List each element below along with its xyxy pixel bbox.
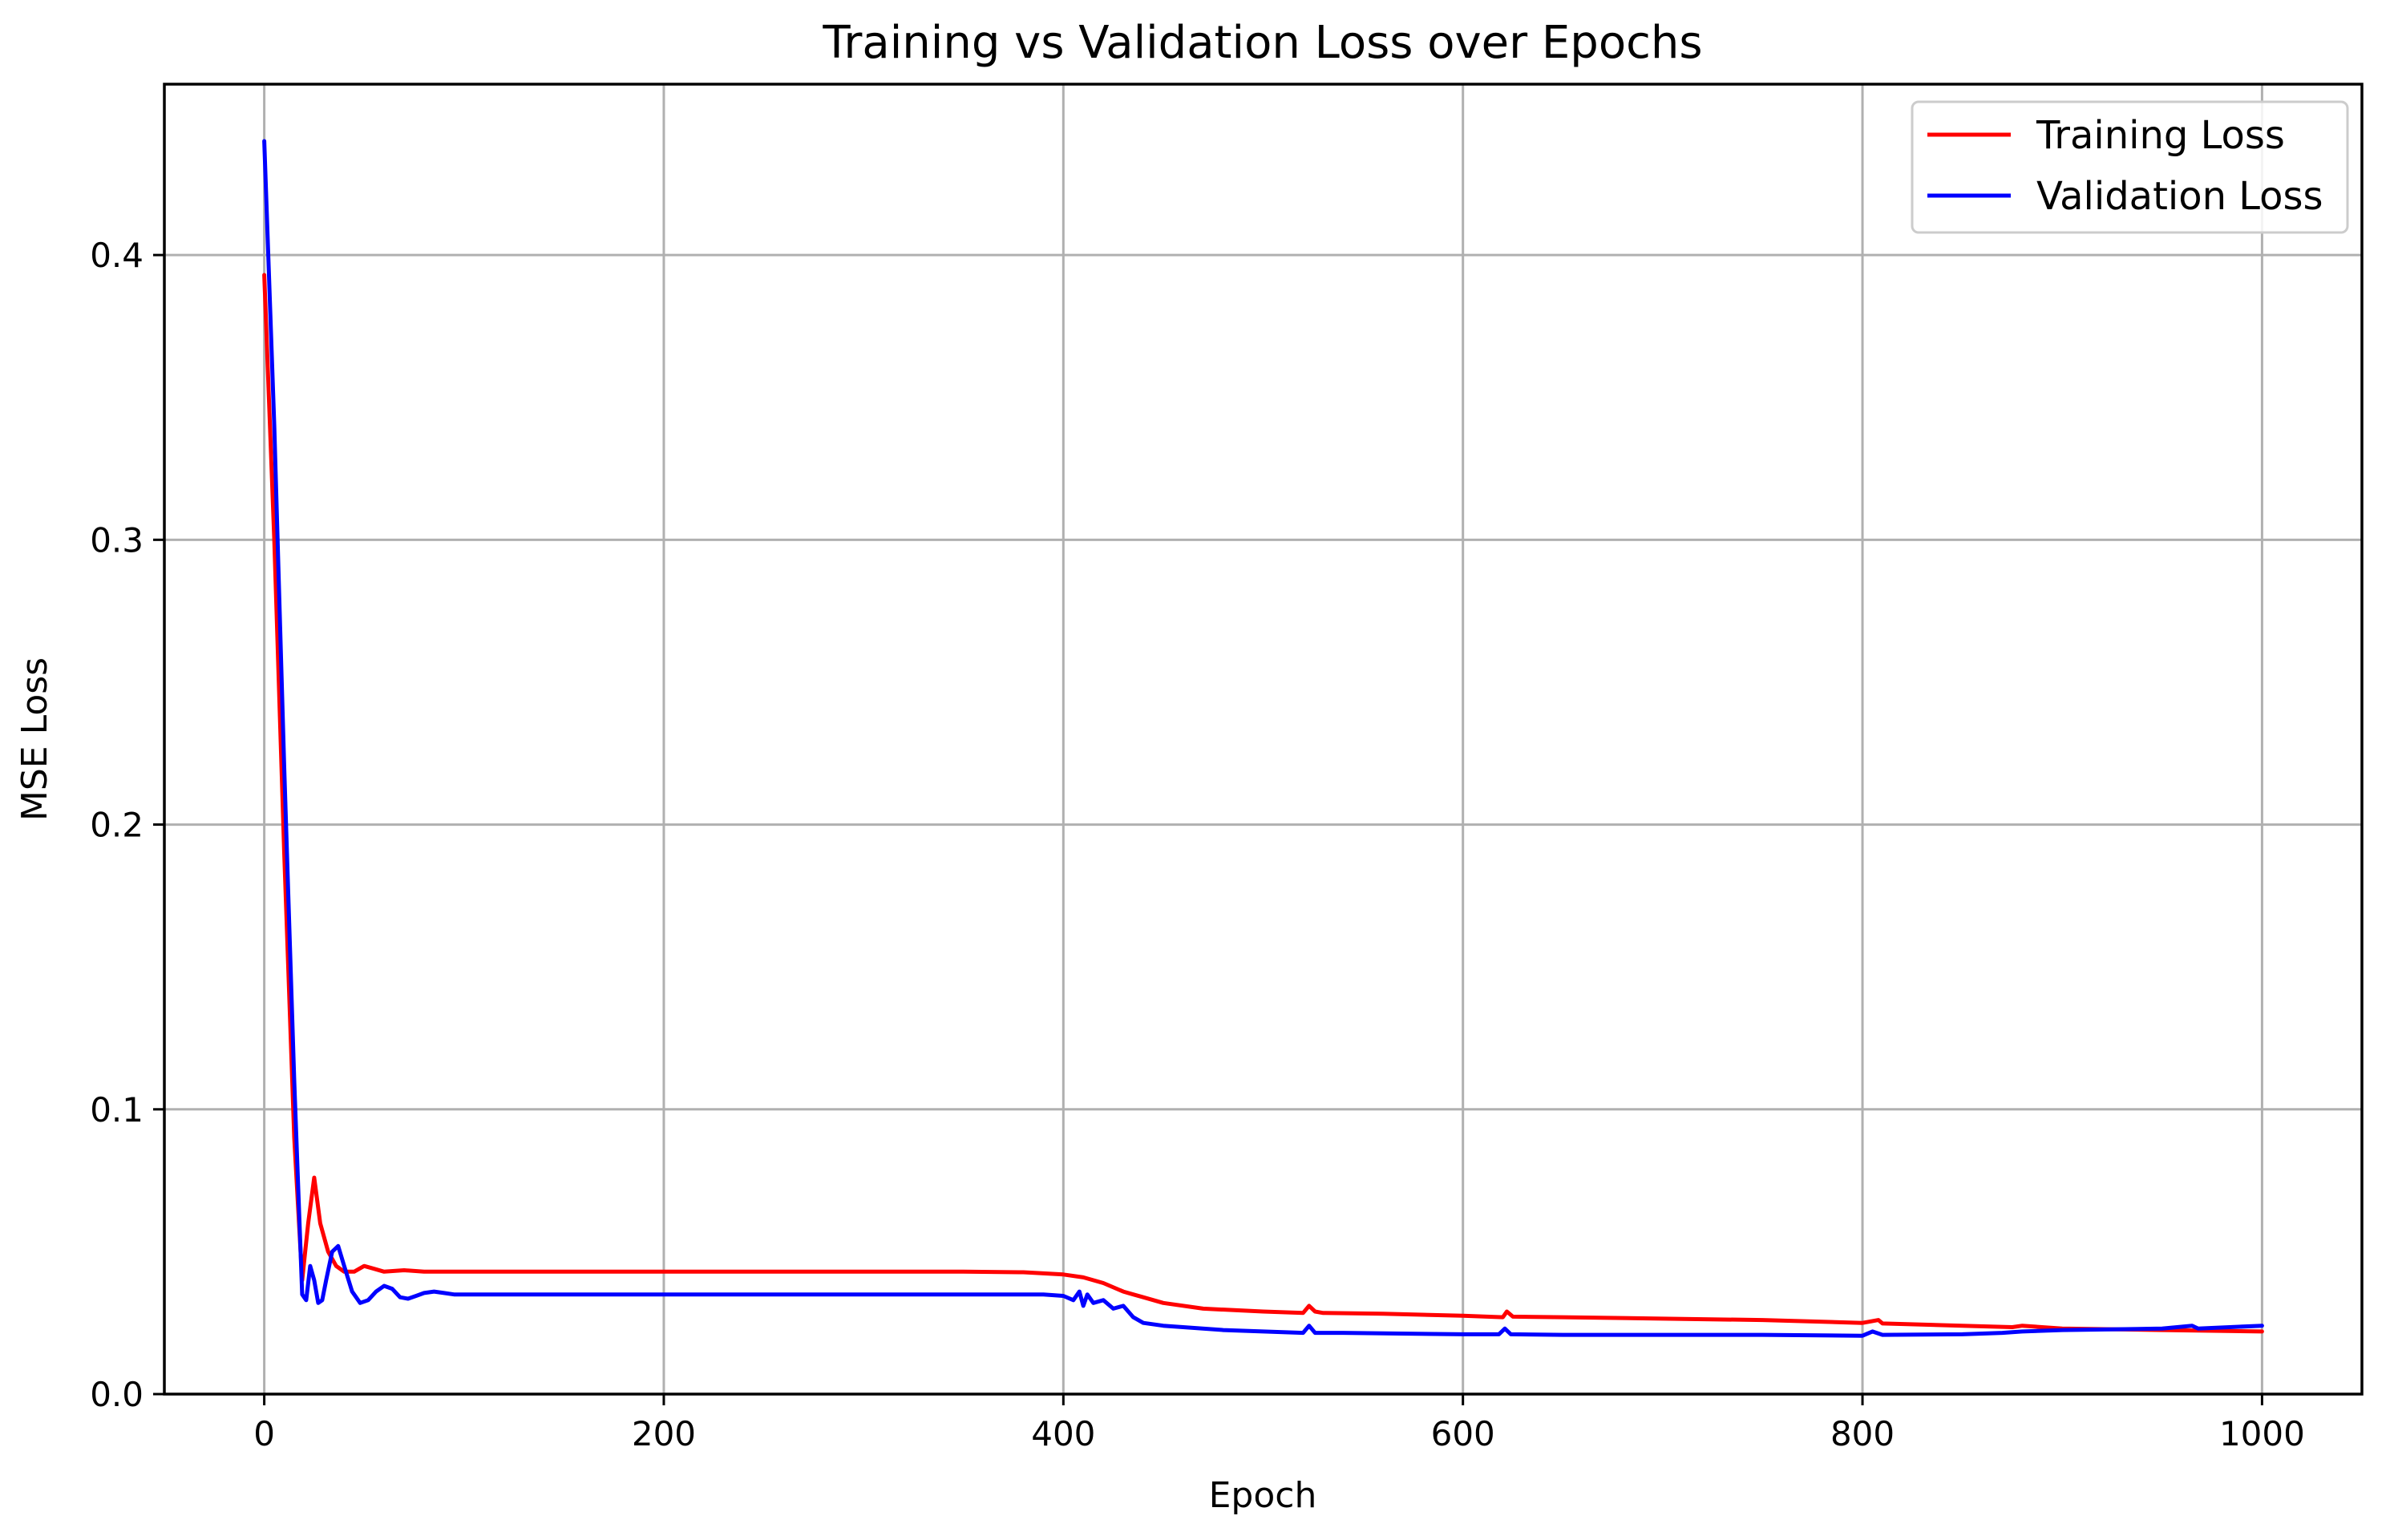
x-tick-label: 1000 [2219,1414,2305,1453]
series-lines [262,139,2264,1338]
legend-box [1911,100,2349,234]
training-loss-line [262,273,2264,1334]
validation-loss-line [262,139,2264,1338]
ticks: 0 200 400 600 800 1000 0.0 0.1 0.2 0.3 0.4 [90,236,2305,1453]
plot-frame [163,83,2364,1396]
legend-label-validation: Validation Loss [2036,174,2323,219]
y-tick-label: 0.4 [90,236,144,275]
legend-label-training: Training Loss [2036,113,2285,158]
y-tick-label: 0.2 [90,806,144,845]
y-tick-label: 0.3 [90,520,144,560]
y-tick-label: 0.0 [90,1375,144,1414]
x-tick-label: 600 [1431,1414,1495,1453]
x-tick-label: 800 [1830,1414,1895,1453]
x-axis-label: Epoch [1209,1475,1317,1516]
legend: Training Loss Validation Loss [1911,100,2349,234]
x-tick-label: 0 [253,1414,275,1453]
x-tick-label: 400 [1031,1414,1095,1453]
y-tick-label: 0.1 [90,1090,144,1130]
y-axis-label: MSE Loss [14,657,55,821]
x-tick-label: 200 [632,1414,696,1453]
chart-title: Training vs Validation Loss over Epochs [822,17,1702,69]
